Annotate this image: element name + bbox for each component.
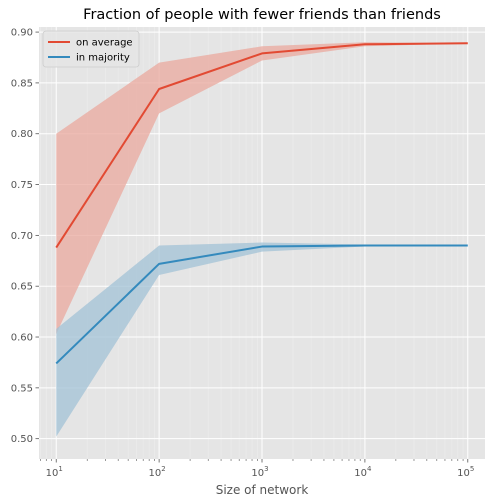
legend-label: in majority [76, 53, 130, 64]
x-tick-exponent: 3 [264, 465, 268, 473]
x-tick-base: 10 [354, 468, 367, 479]
y-tick-label: 0.60 [11, 333, 33, 344]
x-tick-label: 105 [457, 465, 474, 479]
x-tick-exponent: 1 [58, 465, 62, 473]
series-line-0 [55, 42, 468, 249]
y-tick-label: 0.55 [11, 383, 33, 394]
legend: on average in majority [42, 30, 140, 68]
series-lines [55, 42, 468, 365]
x-tick-base: 10 [251, 468, 264, 479]
chart-title: Fraction of people with fewer friends th… [83, 7, 441, 23]
y-tick-label: 0.85 [11, 78, 33, 89]
x-tick-base: 10 [149, 468, 162, 479]
y-tick-label: 0.75 [11, 180, 33, 191]
x-tick-label: 104 [354, 465, 372, 479]
x-axis-label: Size of network [216, 483, 309, 497]
y-tick-label: 0.70 [11, 231, 33, 242]
legend-label: on average [76, 38, 133, 49]
y-axis-ticks: 0.50 0.55 0.60 0.65 0.70 0.75 0.80 0.85 0.90 [11, 28, 39, 445]
x-tick-label: 102 [149, 465, 166, 479]
x-axis-ticks: 101 102 103 104 105 [39, 459, 474, 479]
y-tick-label: 0.90 [11, 28, 33, 39]
x-tick-label: 103 [251, 465, 268, 479]
series-line-1 [55, 244, 468, 365]
y-tick-label: 0.65 [11, 282, 33, 293]
x-tick-exponent: 5 [470, 465, 474, 473]
x-tick-base: 10 [46, 468, 59, 479]
x-tick-exponent: 2 [161, 465, 165, 473]
x-tick-label: 101 [46, 465, 63, 479]
y-tick-label: 0.50 [11, 434, 33, 445]
x-tick-base: 10 [457, 468, 470, 479]
y-tick-label: 0.80 [11, 129, 33, 140]
x-tick-exponent: 4 [367, 465, 372, 473]
